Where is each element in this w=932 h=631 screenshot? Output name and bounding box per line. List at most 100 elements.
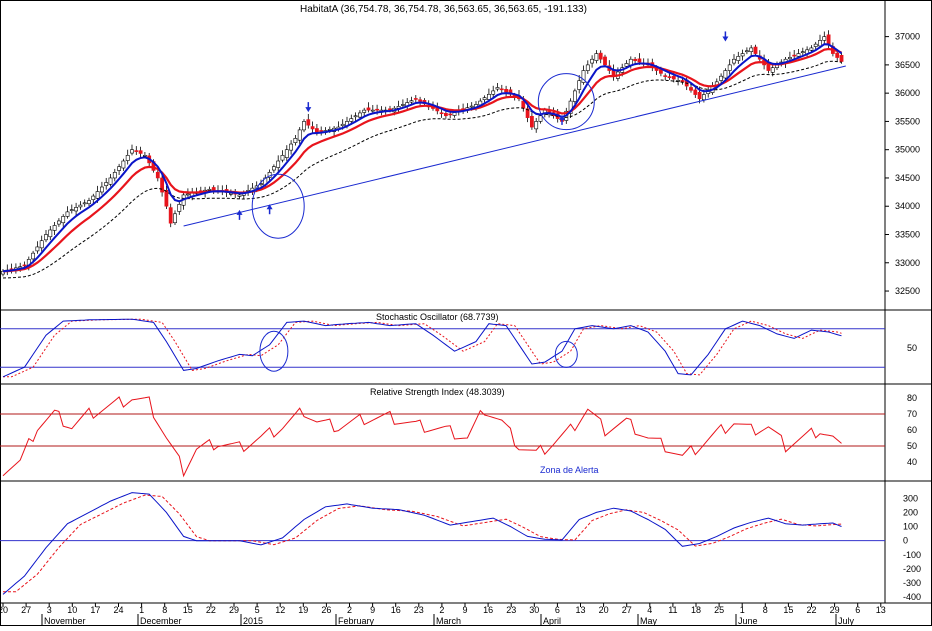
- candle: [340, 123, 345, 127]
- date-tick-label: 30: [529, 605, 539, 615]
- candle: [835, 52, 840, 58]
- up-arrow: [266, 204, 273, 215]
- month-label: May: [640, 616, 658, 626]
- date-tick-label: 22: [806, 605, 816, 615]
- candle: [495, 87, 500, 90]
- candle: [56, 220, 61, 225]
- price-tick-label: 35000: [895, 145, 920, 155]
- date-tick-label: 10: [67, 605, 77, 615]
- candle: [400, 104, 405, 106]
- candle: [289, 143, 294, 151]
- candle: [134, 150, 139, 152]
- candle: [297, 129, 302, 141]
- candle: [671, 75, 676, 80]
- date-tick-label: 6: [555, 605, 560, 615]
- price-tick-label: 32500: [895, 286, 920, 296]
- price-tick-label: 33500: [895, 230, 920, 240]
- date-tick-label: 13: [876, 605, 886, 615]
- oscillator-line: [2, 492, 842, 595]
- date-tick-label: 29: [229, 605, 239, 615]
- rsi-title: Relative Strength Index (48.3039): [370, 387, 505, 397]
- oscillator-tick-label: -200: [903, 564, 921, 574]
- date-tick-label: 8: [162, 605, 167, 615]
- candle: [121, 160, 126, 169]
- candle: [800, 51, 805, 53]
- candle: [160, 177, 165, 193]
- candle: [813, 43, 818, 47]
- price-tick-label: 36000: [895, 88, 920, 98]
- candle: [538, 115, 543, 122]
- candle: [504, 89, 509, 93]
- price-panel: [1, 30, 846, 279]
- month-label: April: [543, 616, 561, 626]
- oscillator-tick-label: 200: [903, 507, 918, 517]
- date-tick-label: 18: [691, 605, 701, 615]
- candle: [271, 166, 276, 171]
- candle: [100, 186, 104, 193]
- date-tick-label: 16: [391, 605, 401, 615]
- date-tick-label: 1: [740, 605, 745, 615]
- up-arrow: [236, 209, 243, 220]
- axis-layer: 3250033000335003400034500350003550036000…: [0, 32, 921, 626]
- candle: [168, 207, 173, 224]
- candle: [284, 149, 289, 158]
- candle: [581, 70, 586, 83]
- date-tick-label: 9: [462, 605, 467, 615]
- candle: [818, 40, 822, 47]
- candle: [448, 113, 453, 116]
- rsi-tick-label: 70: [907, 409, 917, 419]
- candle: [744, 50, 749, 53]
- rsi-tick-label: 60: [907, 425, 917, 435]
- date-tick-label: 6: [855, 605, 860, 615]
- date-tick-label: 23: [414, 605, 424, 615]
- candle: [52, 225, 57, 231]
- oscillator-tick-label: -300: [903, 578, 921, 588]
- candle: [112, 172, 117, 179]
- down-arrow: [305, 102, 312, 113]
- candle: [486, 93, 491, 100]
- candle: [366, 107, 371, 111]
- candle: [125, 155, 130, 161]
- ma-slow-line: [2, 47, 842, 273]
- oscillator-tick-label: 300: [903, 493, 918, 503]
- date-tick-label: 16: [483, 605, 493, 615]
- date-tick-label: 20: [0, 605, 8, 615]
- date-tick-label: 26: [321, 605, 331, 615]
- arrow-head: [305, 107, 312, 113]
- candle: [44, 234, 48, 241]
- price-tick-label: 35500: [895, 116, 920, 126]
- arrow-head: [236, 209, 243, 215]
- price-tick-label: 37000: [895, 32, 920, 42]
- candle: [319, 130, 324, 132]
- candle: [413, 98, 418, 100]
- candle: [482, 97, 487, 101]
- candle: [740, 53, 745, 57]
- oscillator-tick-label: 100: [903, 522, 918, 532]
- candle: [74, 207, 79, 212]
- candle: [452, 112, 457, 116]
- date-tick-label: 11: [668, 605, 677, 615]
- candle: [280, 155, 285, 161]
- candle: [727, 64, 732, 71]
- candle: [568, 100, 573, 114]
- candle: [306, 119, 311, 126]
- candle: [749, 47, 754, 52]
- candle: [822, 36, 827, 41]
- candle: [229, 193, 233, 195]
- price-tick-label: 33000: [895, 258, 920, 268]
- date-tick-label: 27: [622, 605, 632, 615]
- price-tick-label: 34000: [895, 201, 920, 211]
- ma-long-line: [2, 60, 842, 279]
- chart-title: HabitatA (36,754.78, 36,754.78, 36,563.6…: [300, 4, 587, 15]
- candle: [95, 191, 100, 199]
- candle: [61, 216, 66, 224]
- candle: [302, 121, 306, 131]
- candle: [753, 46, 758, 54]
- candle: [637, 58, 642, 63]
- highlight-circle: [537, 73, 595, 131]
- oscillator-tick-label: -100: [903, 550, 921, 560]
- candle: [839, 54, 844, 62]
- candle: [577, 80, 582, 90]
